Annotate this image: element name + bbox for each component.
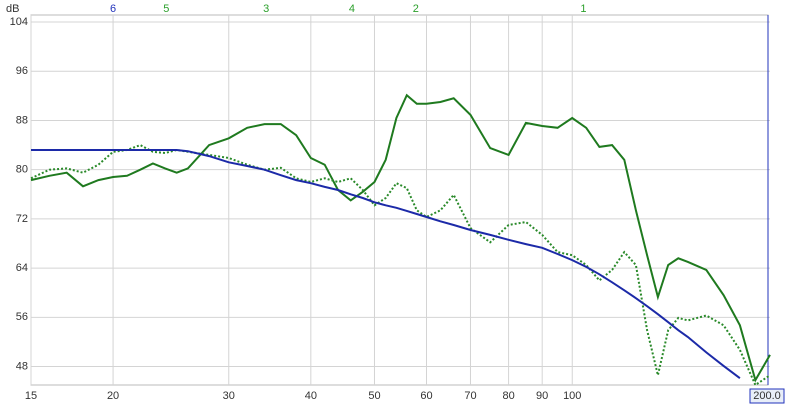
y-tick-label: 72	[16, 213, 28, 225]
cursor-box	[749, 388, 785, 404]
x-tick-label: 200.0	[753, 390, 781, 402]
x-tick-label: 20	[107, 390, 119, 402]
x-tick-label: 30	[223, 390, 235, 402]
y-tick-label: 104	[10, 16, 28, 28]
y-tick-label: 88	[16, 114, 28, 126]
marker-label: 2	[413, 3, 419, 15]
x-tick-label: 40	[305, 390, 317, 402]
y-tick-label: 80	[16, 164, 28, 176]
x-tick-label: 70	[464, 390, 476, 402]
series-line	[31, 149, 741, 379]
y-axis-label: dB	[6, 3, 19, 15]
y-tick-label: 64	[16, 262, 28, 274]
marker-label: 5	[163, 3, 169, 15]
y-tick-label: 56	[16, 311, 28, 323]
x-tick-label: 100	[563, 390, 581, 402]
x-tick-label: 50	[368, 390, 380, 402]
x-tick-label: 80	[502, 390, 514, 402]
plot-area	[30, 14, 769, 386]
y-tick-label: 48	[16, 360, 28, 372]
series-line	[30, 93, 771, 383]
x-tick-label: 60	[420, 390, 432, 402]
y-tick-label: 96	[16, 65, 28, 77]
series-line	[30, 144, 771, 387]
marker-label: 6	[110, 3, 116, 15]
marker-label: 3	[263, 3, 269, 15]
x-tick-label: 90	[536, 390, 548, 402]
x-tick-label: 15	[25, 390, 37, 402]
marker-label: 4	[349, 3, 355, 15]
marker-label: 1	[580, 3, 586, 15]
